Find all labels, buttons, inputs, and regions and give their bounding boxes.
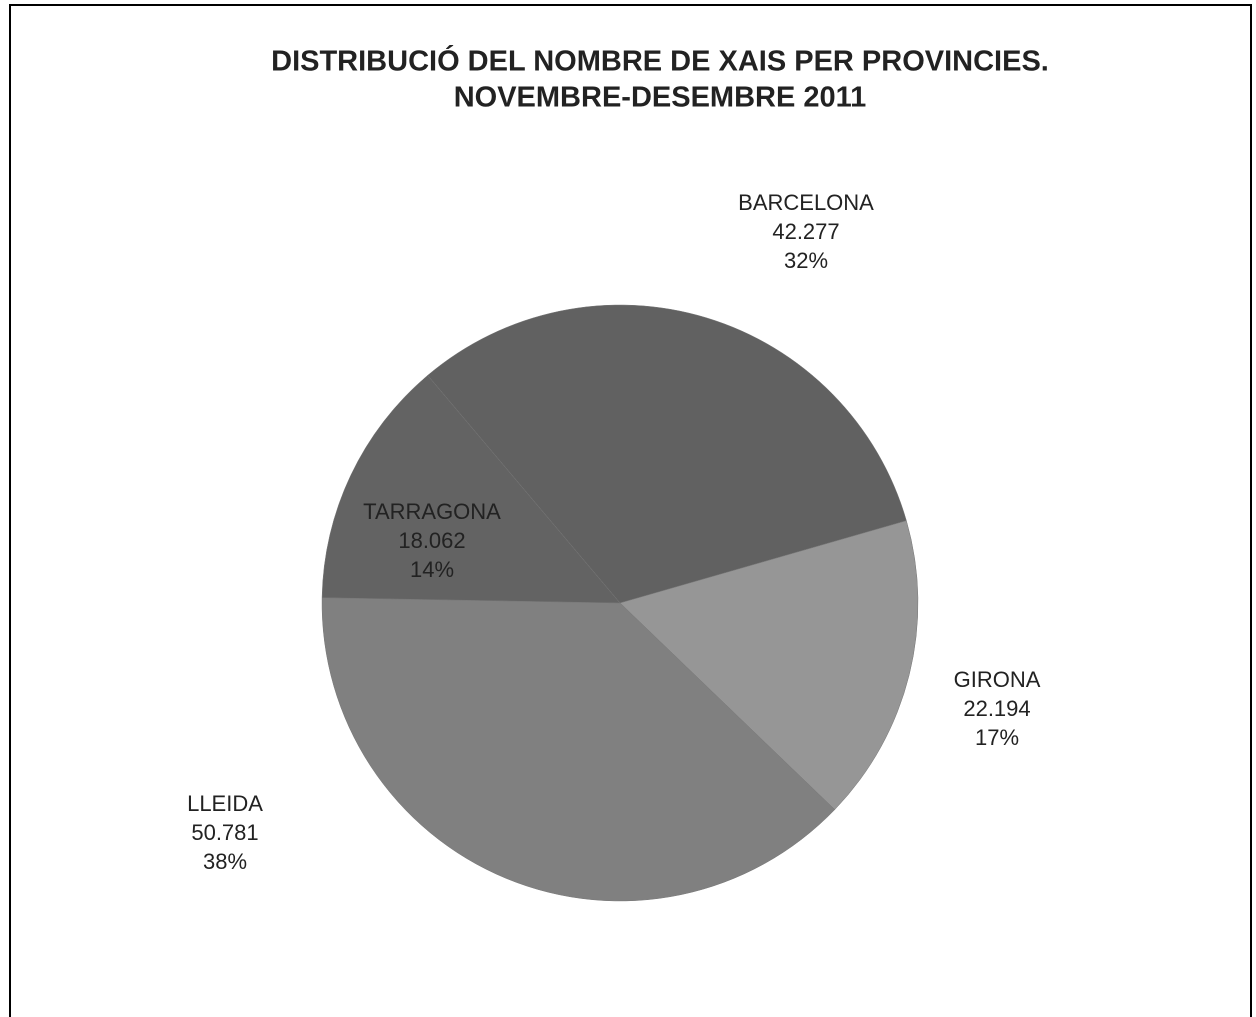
pie-slice [427,304,907,604]
chart-title: DISTRIBUCIÓ DEL NOMBRE DE XAIS PER PROVI… [271,44,1049,78]
pie-slice [619,520,919,810]
pie-slice [321,597,836,902]
slice-label: GIRONA [954,667,1041,692]
percent-label: 32% [784,248,828,273]
value-label: 42.277 [772,219,839,244]
value-label: 18.062 [398,528,465,553]
chart-subtitle: NOVEMBRE-DESEMBRE 2011 [454,82,867,114]
percent-label: 17% [975,725,1019,750]
slice-label: LLEIDA [187,791,263,816]
slice-label: TARRAGONA [363,499,501,524]
pie-slice [321,375,621,604]
percent-label: 14% [410,557,454,582]
slice-label: BARCELONA [738,190,874,215]
value-label: 50.781 [191,820,258,845]
percent-label: 38% [203,849,247,874]
value-label: 22.194 [963,696,1030,721]
